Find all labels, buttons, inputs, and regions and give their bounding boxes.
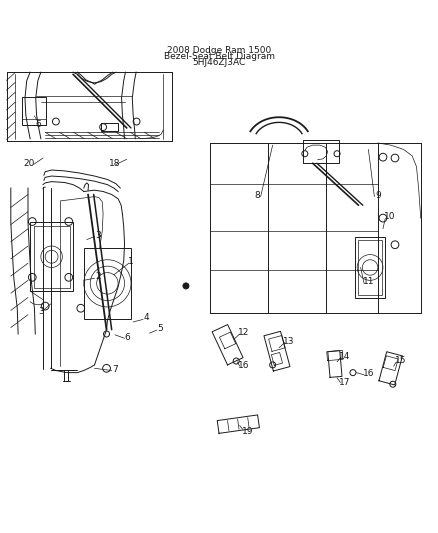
Text: 17: 17 [339, 377, 350, 386]
Text: 6: 6 [125, 333, 131, 342]
Text: 4: 4 [143, 313, 149, 322]
Text: 14: 14 [339, 352, 350, 361]
Bar [34, 226, 70, 288]
Text: Bezel-Seat Belt Diagram: Bezel-Seat Belt Diagram [163, 52, 275, 61]
Text: 15: 15 [395, 356, 406, 365]
Text: 19: 19 [243, 427, 254, 437]
Text: 16: 16 [363, 369, 374, 378]
Bar [358, 240, 382, 295]
Text: 8: 8 [255, 191, 261, 200]
Text: 2008 Dodge Ram 1500: 2008 Dodge Ram 1500 [167, 46, 271, 55]
Text: 18: 18 [110, 159, 121, 168]
Text: 2: 2 [95, 272, 101, 281]
Bar [101, 123, 118, 132]
Text: 11: 11 [363, 277, 374, 286]
Bar [356, 237, 385, 297]
Text: 13: 13 [283, 337, 295, 346]
Text: 20: 20 [24, 159, 35, 168]
Text: 6: 6 [35, 120, 41, 129]
Bar [22, 97, 46, 125]
Text: 12: 12 [238, 328, 250, 337]
Text: 1: 1 [128, 257, 134, 266]
Bar [84, 248, 131, 319]
Text: 16: 16 [238, 361, 250, 370]
Text: 5HJ46ZJ3AC: 5HJ46ZJ3AC [192, 58, 246, 67]
Text: 3: 3 [38, 307, 44, 316]
Text: 5: 5 [157, 325, 162, 333]
Text: 9: 9 [376, 191, 381, 200]
Circle shape [183, 283, 189, 289]
Text: 3: 3 [95, 231, 101, 240]
Bar [30, 222, 73, 291]
Bar [303, 140, 339, 163]
Text: 7: 7 [112, 365, 117, 374]
Text: 10: 10 [384, 212, 395, 221]
